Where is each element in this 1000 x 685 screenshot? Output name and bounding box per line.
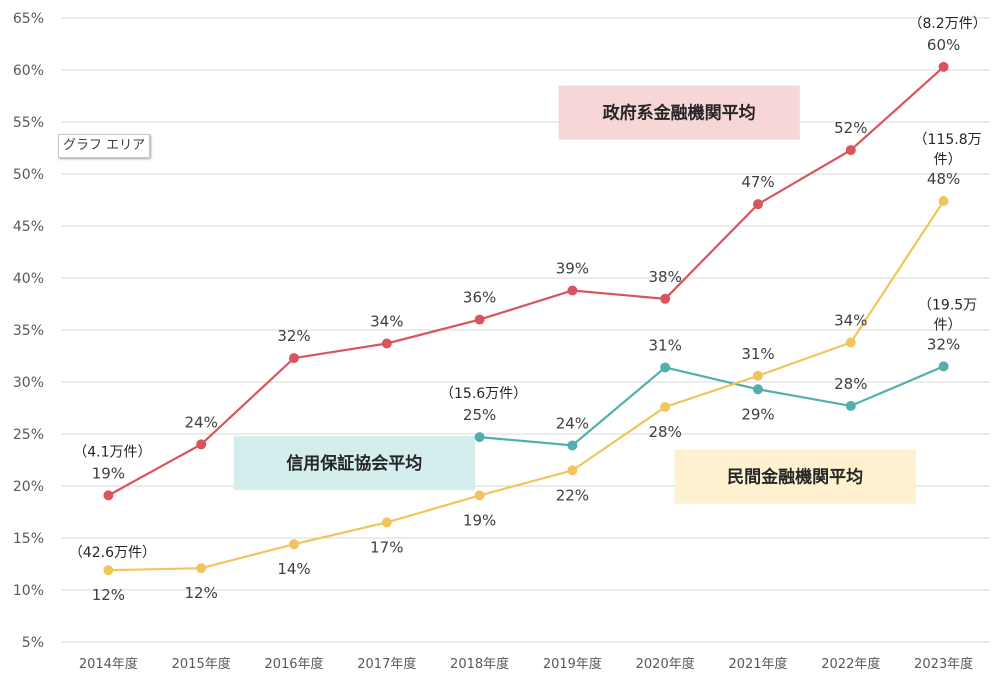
y-tick-label: 10%: [13, 583, 44, 599]
data-point-private: [753, 370, 763, 381]
data-point-private: [289, 539, 299, 550]
x-tick-label: 2016年度: [264, 656, 323, 672]
y-tick-label: 55%: [13, 115, 44, 131]
x-tick-label: 2020年度: [636, 656, 695, 672]
x-tick-label: 2014年度: [79, 656, 138, 672]
data-label-government: 52%: [834, 119, 867, 137]
data-point-guarantee: [660, 362, 671, 373]
data-label-guarantee: 25%: [463, 406, 496, 424]
y-tick-label: 30%: [13, 375, 44, 391]
series-line-guarantee: [479, 365, 945, 447]
series-label-guarantee: 信用保証協会平均: [286, 453, 422, 474]
data-label-private: 14%: [277, 560, 310, 578]
data-point-government: [753, 199, 763, 210]
data-label-government: 36%: [463, 289, 496, 307]
data-label-guarantee: 24%: [556, 414, 589, 432]
data-point-private: [938, 196, 949, 207]
y-tick-label: 65%: [13, 11, 44, 27]
data-point-private: [103, 565, 114, 576]
callout-count-private: （42.6万件）: [69, 545, 156, 561]
callout-count-government: （8.2万件）: [908, 16, 986, 32]
y-tick-label: 20%: [13, 479, 44, 495]
data-label-private: 22%: [556, 486, 589, 504]
data-point-government: [289, 353, 299, 364]
data-point-guarantee: [938, 361, 949, 372]
data-label-private: 31%: [741, 345, 774, 363]
data-point-guarantee: [845, 400, 856, 411]
data-label-guarantee: 32%: [927, 335, 960, 353]
x-tick-label: 2021年度: [728, 656, 787, 672]
callout-count-government: （4.1万件）: [73, 444, 151, 460]
data-point-guarantee: [567, 440, 578, 451]
data-point-government: [196, 439, 207, 450]
y-tick-label: 15%: [13, 531, 44, 547]
data-point-guarantee: [474, 432, 485, 443]
x-tick-label: 2022年度: [821, 656, 880, 672]
y-tick-label: 5%: [22, 635, 44, 651]
data-label-private: 17%: [370, 538, 403, 556]
data-point-government: [845, 145, 856, 156]
data-label-private: 28%: [649, 423, 682, 441]
x-tick-label: 2018年度: [450, 656, 509, 672]
data-label-private: 48%: [927, 170, 960, 188]
series-label-box: [558, 85, 800, 140]
x-tick-label: 2017年度: [357, 656, 416, 672]
data-point-government: [660, 293, 671, 304]
data-label-government: 34%: [370, 313, 403, 331]
data-label-government: 39%: [556, 259, 589, 277]
callout-count-guarantee: （15.6万件）: [440, 386, 527, 402]
x-tick-label: 2023年度: [914, 656, 973, 672]
callout-count-private: （115.8万: [914, 132, 982, 148]
x-tick-label: 2019年度: [543, 656, 602, 672]
y-tick-label: 45%: [13, 219, 44, 235]
y-tick-label: 40%: [13, 271, 44, 287]
series-label-box: [233, 436, 475, 491]
data-label-guarantee: 29%: [741, 405, 774, 423]
x-tick-label: 2015年度: [172, 656, 231, 672]
series-line-government: [107, 66, 945, 497]
data-point-private: [474, 490, 485, 501]
data-point-guarantee: [753, 384, 763, 395]
data-label-private: 12%: [185, 584, 218, 602]
data-label-government: 47%: [741, 173, 774, 191]
data-label-private: 12%: [92, 586, 125, 604]
data-label-private: 19%: [463, 511, 496, 529]
y-tick-label: 35%: [13, 323, 44, 339]
data-label-government: 38%: [649, 268, 682, 286]
data-point-private: [567, 465, 578, 476]
data-point-government: [938, 61, 949, 72]
data-point-government: [474, 314, 485, 325]
data-label-guarantee: 31%: [649, 336, 682, 354]
series-label-private: 民間金融機関平均: [727, 467, 863, 488]
data-label-government: 24%: [185, 413, 218, 431]
series-label-box: [674, 449, 916, 504]
chart-area-tooltip: グラフ エリア: [58, 134, 151, 158]
data-label-government: 32%: [277, 327, 310, 345]
data-point-private: [660, 401, 671, 412]
data-point-private: [381, 517, 392, 528]
y-tick-label: 25%: [13, 427, 44, 443]
callout-count-guarantee: （19.5万: [918, 297, 977, 313]
data-label-private: 34%: [834, 311, 867, 329]
data-point-government: [103, 490, 114, 501]
y-tick-label: 50%: [13, 167, 44, 183]
data-point-government: [567, 285, 578, 296]
data-label-government: 60%: [927, 36, 960, 54]
callout-count-guarantee: 件）: [934, 317, 962, 333]
data-point-private: [845, 337, 856, 348]
data-point-government: [381, 338, 392, 349]
series-label-government: 政府系金融機関平均: [603, 103, 756, 124]
data-point-private: [196, 563, 207, 574]
data-label-government: 19%: [92, 464, 125, 482]
series-line-private: [108, 200, 945, 572]
data-label-guarantee: 28%: [834, 375, 867, 393]
y-tick-label: 60%: [13, 63, 44, 79]
callout-count-private: 件）: [934, 152, 962, 168]
